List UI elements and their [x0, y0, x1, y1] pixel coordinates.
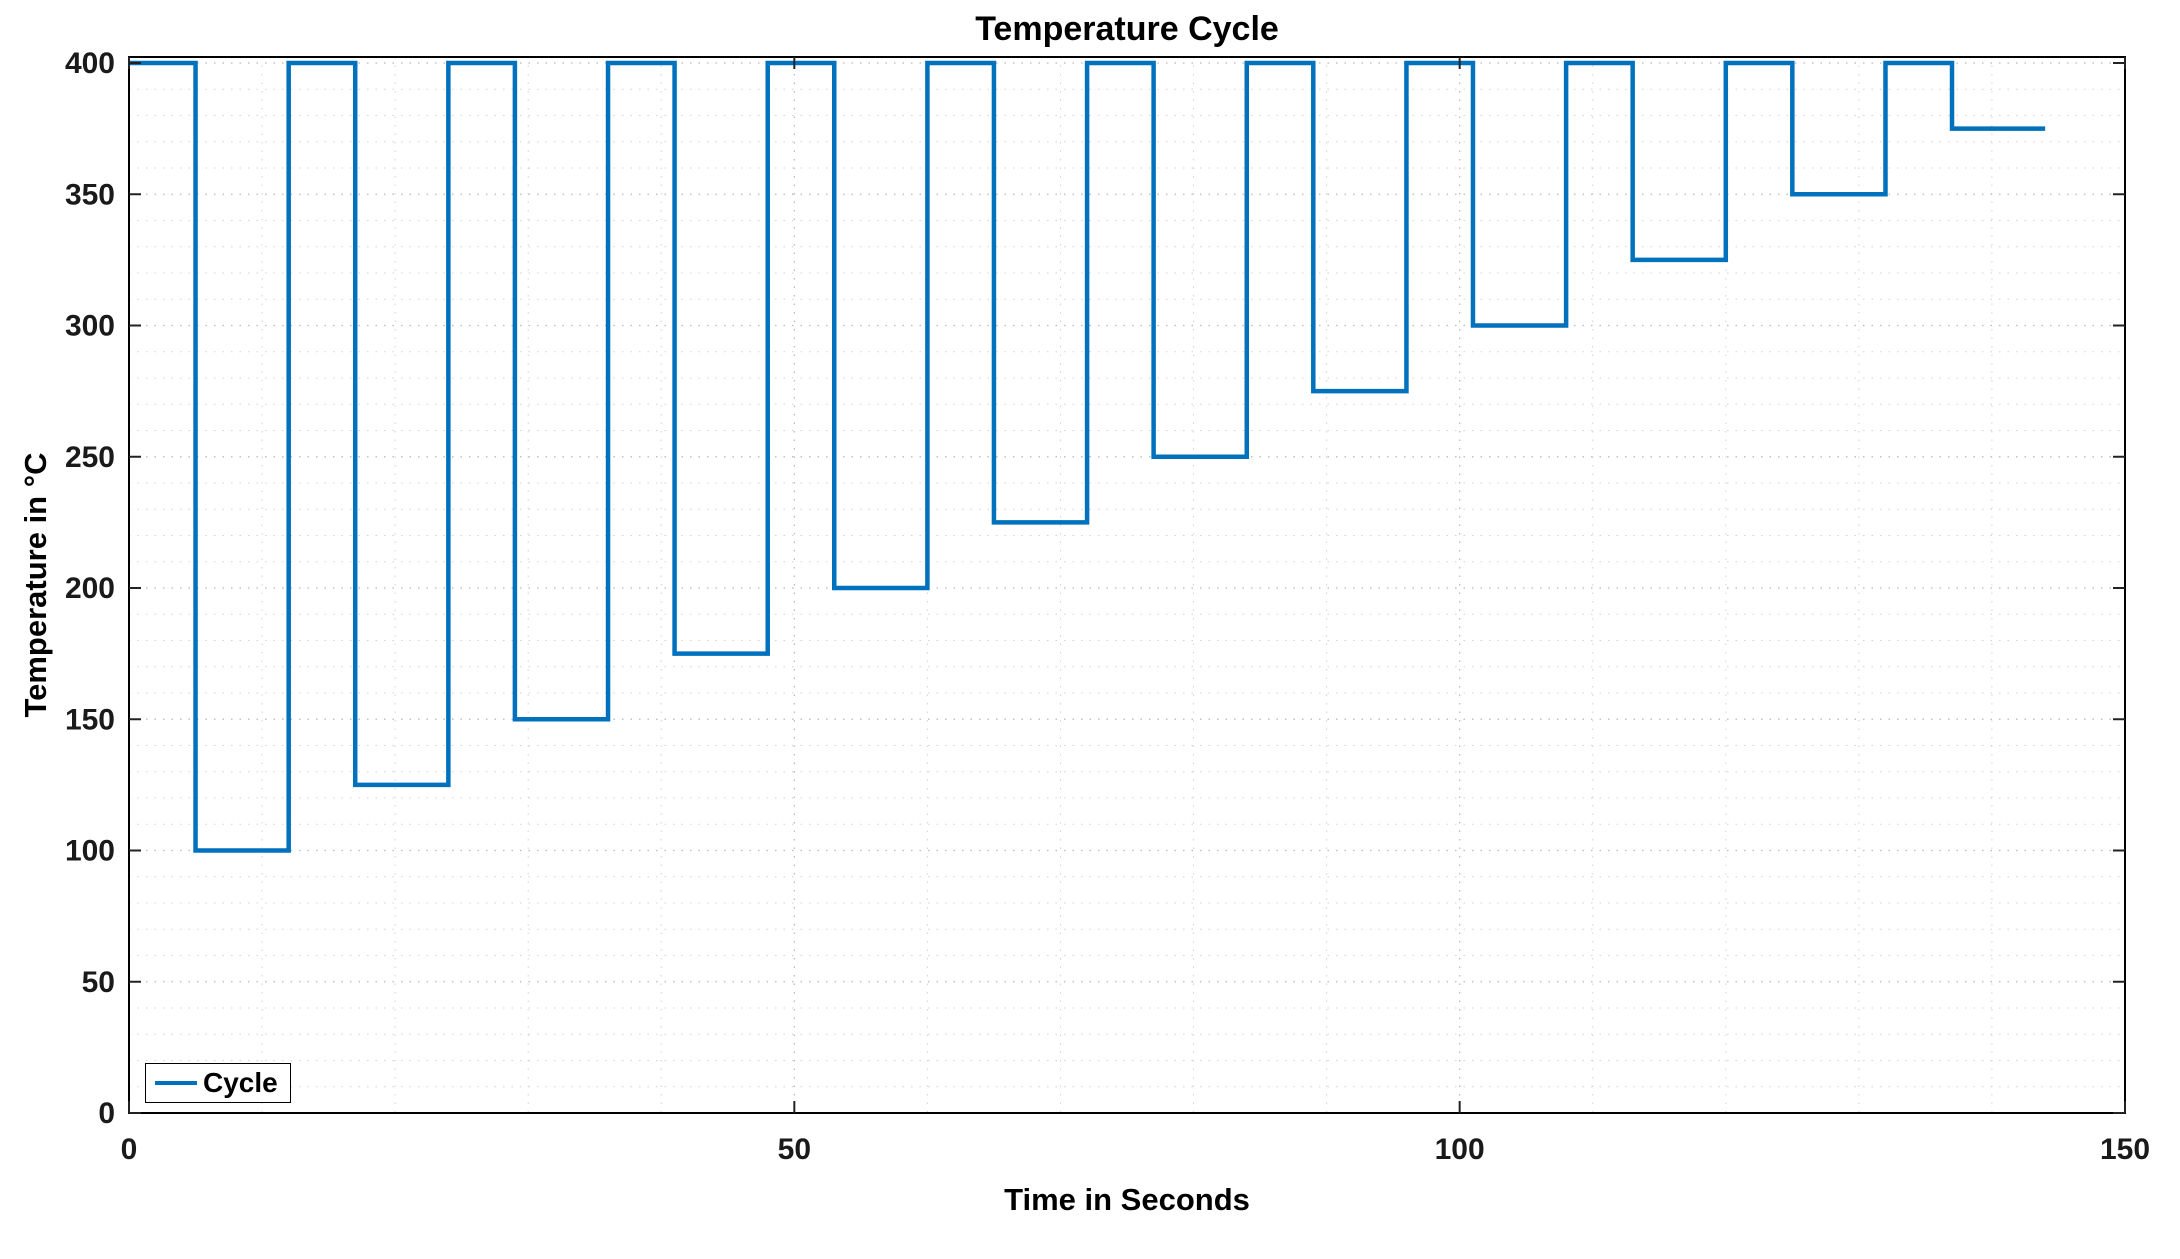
y-tick-label: 0 [98, 1097, 115, 1130]
x-tick-label: 50 [778, 1133, 811, 1166]
legend: Cycle [145, 1063, 291, 1103]
y-tick-label: 200 [65, 572, 115, 605]
legend-label: Cycle [203, 1067, 278, 1098]
x-tick-label: 100 [1435, 1133, 1485, 1166]
chart-title: Temperature Cycle [975, 10, 1279, 48]
legend-line-sample [155, 1081, 197, 1085]
y-tick-label: 150 [65, 703, 115, 736]
y-tick-label: 250 [65, 441, 115, 474]
y-tick-label: 400 [65, 47, 115, 80]
y-tick-label: 350 [65, 178, 115, 211]
x-axis-label: Time in Seconds [1004, 1182, 1250, 1217]
x-tick-label: 0 [121, 1133, 138, 1166]
y-tick-label: 300 [65, 310, 115, 343]
x-tick-label: 150 [2100, 1133, 2150, 1166]
cycle-line [129, 60, 2046, 853]
y-tick-label: 100 [65, 835, 115, 868]
y-tick-label: 50 [82, 966, 115, 999]
axes-box [128, 56, 2126, 1114]
y-axis-label: Temperature in °C [18, 452, 53, 718]
